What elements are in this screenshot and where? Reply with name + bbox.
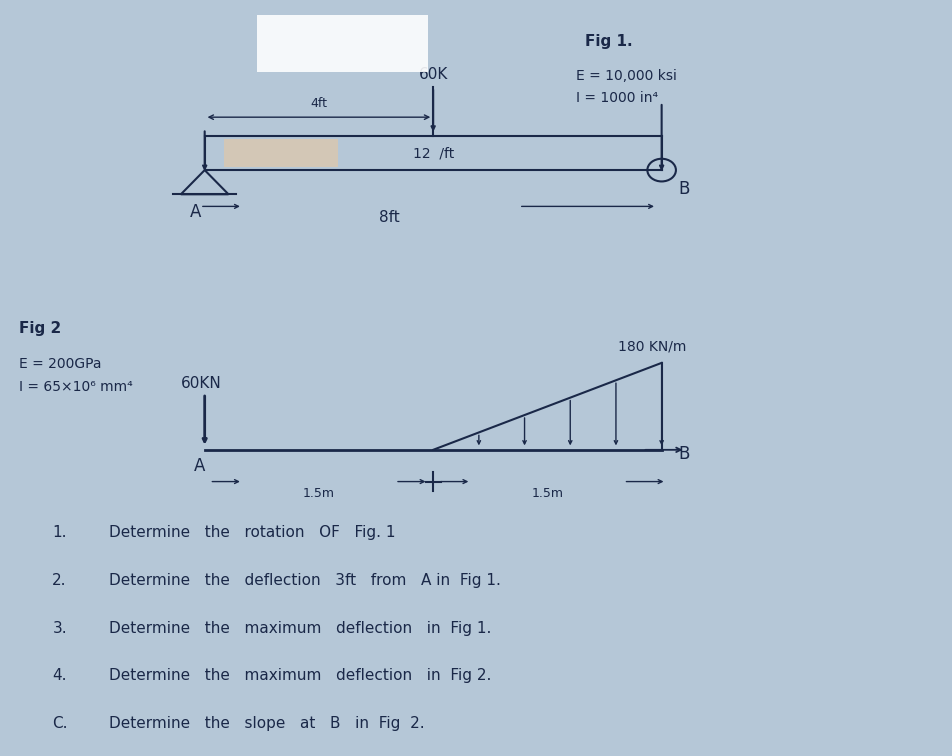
Text: I = 65×10⁶ mm⁴: I = 65×10⁶ mm⁴: [19, 380, 132, 394]
Text: A: A: [194, 457, 206, 476]
Text: 1.5m: 1.5m: [531, 487, 564, 500]
Text: Determine   the   rotation   OF   Fig. 1: Determine the rotation OF Fig. 1: [109, 525, 396, 541]
Text: 2.: 2.: [52, 573, 67, 588]
Text: C.: C.: [52, 716, 68, 731]
Text: 60KN: 60KN: [181, 376, 222, 391]
Text: 180 KN/m: 180 KN/m: [618, 339, 686, 353]
Text: Determine   the   slope   at   B   in  Fig  2.: Determine the slope at B in Fig 2.: [109, 716, 426, 731]
Bar: [224, 139, 338, 167]
Text: 3.: 3.: [52, 621, 67, 636]
Text: Determine   the   deflection   3ft   from   A in  Fig 1.: Determine the deflection 3ft from A in F…: [109, 573, 502, 588]
Text: E = 10,000 ksi: E = 10,000 ksi: [576, 69, 677, 82]
Text: E = 200GPa: E = 200GPa: [19, 358, 102, 371]
Bar: [257, 15, 428, 72]
Text: Fig 1.: Fig 1.: [585, 34, 633, 49]
Text: Determine   the   maximum   deflection   in  Fig 2.: Determine the maximum deflection in Fig …: [109, 668, 492, 683]
Text: B: B: [679, 180, 690, 198]
Text: B: B: [679, 445, 690, 463]
Text: Determine   the   maximum   deflection   in  Fig 1.: Determine the maximum deflection in Fig …: [109, 621, 492, 636]
Text: 60K: 60K: [419, 67, 447, 82]
Text: 4.: 4.: [52, 668, 67, 683]
Text: 12  /ft: 12 /ft: [412, 146, 454, 160]
Text: Fig 2: Fig 2: [19, 321, 61, 336]
Text: 4ft: 4ft: [310, 97, 327, 110]
Text: I = 1000 in⁴: I = 1000 in⁴: [576, 91, 658, 105]
Text: 1.: 1.: [52, 525, 67, 541]
Text: 8ft: 8ft: [380, 210, 400, 225]
Text: 1.5m: 1.5m: [303, 487, 335, 500]
Text: A: A: [189, 203, 201, 221]
